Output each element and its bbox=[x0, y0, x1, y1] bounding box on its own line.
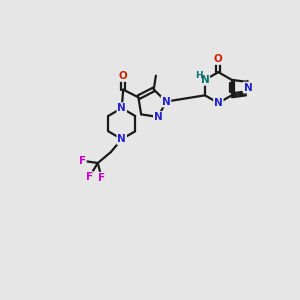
Text: O: O bbox=[214, 54, 223, 64]
Text: N: N bbox=[117, 103, 126, 113]
Text: H: H bbox=[195, 71, 202, 80]
Text: O: O bbox=[119, 71, 128, 81]
Text: N: N bbox=[201, 75, 209, 85]
Text: N: N bbox=[154, 112, 163, 122]
Text: N: N bbox=[214, 98, 223, 108]
Text: F: F bbox=[98, 173, 105, 183]
Text: N: N bbox=[117, 134, 126, 144]
Text: N: N bbox=[244, 82, 252, 93]
Text: F: F bbox=[79, 156, 86, 166]
Text: F: F bbox=[86, 172, 93, 182]
Text: N: N bbox=[162, 97, 170, 106]
